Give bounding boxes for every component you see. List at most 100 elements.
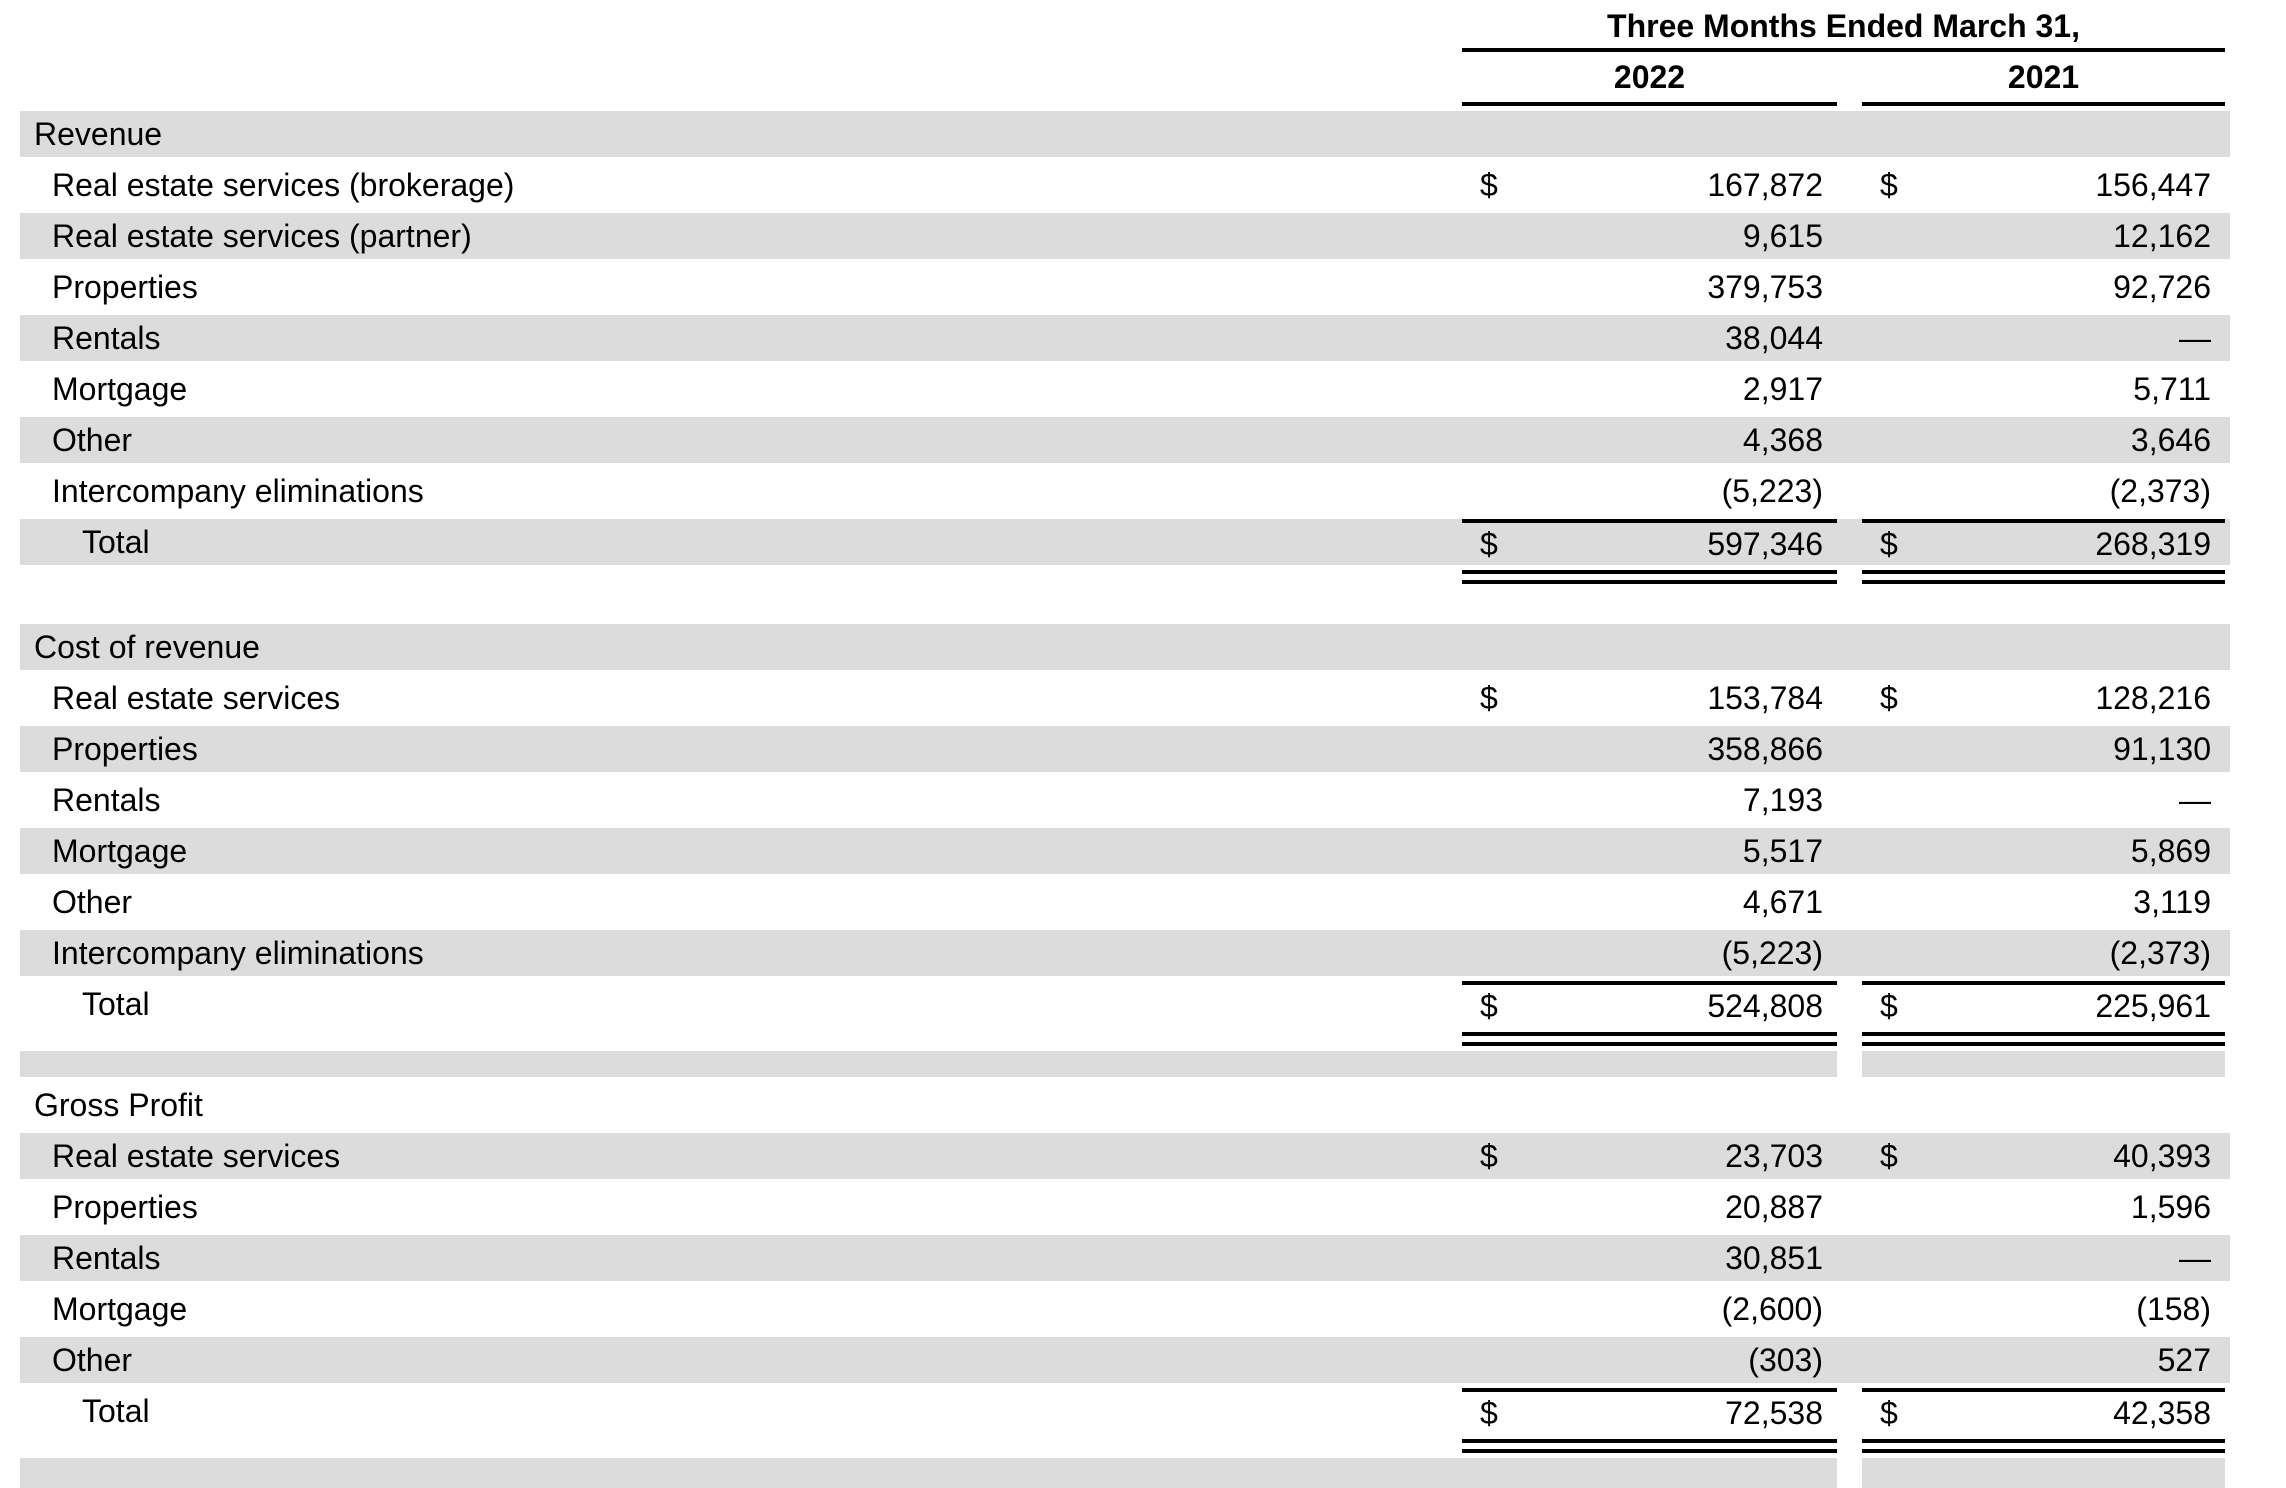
value-number-2021: 91,130 bbox=[2113, 730, 2211, 767]
double-underline bbox=[1862, 570, 2225, 584]
value-number-2021: (158) bbox=[2136, 1290, 2211, 1327]
value-number-2022: 4,671 bbox=[1742, 883, 1823, 920]
value-number-2022: 23,703 bbox=[1725, 1137, 1823, 1174]
table-row: Real estate services $ 153,784 $ 128,216 bbox=[20, 675, 2230, 721]
spacer-cell bbox=[1862, 589, 2225, 619]
column-gap bbox=[1837, 52, 1862, 106]
value-cell-2022 bbox=[1462, 1082, 1837, 1128]
value-cell-2021: 12,162 bbox=[1862, 213, 2225, 259]
value-cell-2021: — bbox=[1862, 1235, 2225, 1281]
value-cell-2022: $ 597,346 bbox=[1462, 519, 1837, 565]
column-gap bbox=[1837, 726, 1862, 772]
rule-spacer-cell bbox=[20, 1439, 1462, 1453]
value-cell-2021: $ 42,358 bbox=[1862, 1388, 2225, 1434]
value-cell-2022: 379,753 bbox=[1462, 264, 1837, 310]
value-cell-2022 bbox=[1462, 111, 1837, 157]
value-number-2022: 5,517 bbox=[1742, 832, 1823, 869]
column-gap bbox=[1837, 1286, 1862, 1332]
value-number-2021: 156,447 bbox=[2095, 166, 2211, 203]
column-gap bbox=[1837, 1439, 1862, 1453]
column-gap bbox=[1837, 315, 1862, 361]
row-label: Total bbox=[82, 985, 150, 1022]
column-gap bbox=[1837, 1032, 1862, 1046]
double-underline bbox=[1862, 1032, 2225, 1046]
column-gap bbox=[1837, 1235, 1862, 1281]
value-number-2022: (5,223) bbox=[1721, 472, 1823, 509]
value-number-2022: (303) bbox=[1748, 1341, 1823, 1378]
column-gap bbox=[1837, 1337, 1862, 1383]
value-number-2022: 38,044 bbox=[1725, 319, 1823, 356]
year-2022-header: 2022 bbox=[1462, 52, 1837, 106]
column-gap bbox=[1837, 777, 1862, 823]
rule-spacer-cell bbox=[20, 570, 1462, 584]
row-label: Properties bbox=[52, 730, 198, 767]
double-underline bbox=[1462, 570, 1837, 584]
value-cell-2021: $ 225,961 bbox=[1862, 981, 2225, 1027]
header-spacer-cell bbox=[20, 52, 1462, 106]
value-cell-2021: (2,373) bbox=[1862, 930, 2225, 976]
double-rule-row bbox=[20, 570, 2230, 584]
value-cell-2022: 358,866 bbox=[1462, 726, 1837, 772]
table-row: Mortgage (2,600) (158) bbox=[20, 1286, 2230, 1332]
column-gap bbox=[1837, 1133, 1862, 1179]
spacer-row bbox=[20, 589, 2230, 619]
value-number-2022: (2,600) bbox=[1721, 1290, 1823, 1327]
value-cell-2021: 3,646 bbox=[1862, 417, 2225, 463]
value-number-2021: — bbox=[2179, 319, 2211, 356]
value-cell-2022 bbox=[1462, 624, 1837, 670]
column-gap bbox=[1837, 468, 1862, 514]
value-number-2021: 268,319 bbox=[2095, 525, 2211, 562]
value-number-2022: 358,866 bbox=[1707, 730, 1823, 767]
table-row: Cost of revenue bbox=[20, 624, 2230, 670]
value-cell-2021 bbox=[1862, 1082, 2225, 1128]
value-cell-2022: $ 167,872 bbox=[1462, 162, 1837, 208]
column-gap bbox=[1837, 1458, 1862, 1488]
row-label: Rentals bbox=[52, 319, 161, 356]
row-label: Mortgage bbox=[52, 832, 188, 869]
dollar-sign: $ bbox=[1480, 679, 1498, 716]
value-cell-2022: 9,615 bbox=[1462, 213, 1837, 259]
table-row: Total $ 524,808 $ 225,961 bbox=[20, 981, 2230, 1027]
column-gap bbox=[1837, 264, 1862, 310]
table-row: Properties 358,866 91,130 bbox=[20, 726, 2230, 772]
value-number-2021: 3,646 bbox=[2130, 421, 2211, 458]
table-row: Other 4,671 3,119 bbox=[20, 879, 2230, 925]
table-row: Rentals 7,193 — bbox=[20, 777, 2230, 823]
value-cell-2022: (5,223) bbox=[1462, 930, 1837, 976]
row-label: Real estate services bbox=[52, 1137, 341, 1174]
value-number-2022: 524,808 bbox=[1707, 987, 1823, 1024]
year-2021-header: 2021 bbox=[1862, 52, 2225, 106]
row-label: Properties bbox=[52, 268, 198, 305]
dollar-sign: $ bbox=[1880, 1394, 1898, 1431]
column-gap bbox=[1837, 675, 1862, 721]
value-number-2022: 20,887 bbox=[1725, 1188, 1823, 1225]
value-cell-2021: 5,869 bbox=[1862, 828, 2225, 874]
column-gap bbox=[1837, 879, 1862, 925]
row-label: Mortgage bbox=[52, 1290, 188, 1327]
row-label: Intercompany eliminations bbox=[52, 472, 424, 509]
value-cell-2021: — bbox=[1862, 315, 2225, 361]
value-cell-2022: $ 524,808 bbox=[1462, 981, 1837, 1027]
dollar-sign: $ bbox=[1880, 679, 1898, 716]
value-cell-2022: $ 153,784 bbox=[1462, 675, 1837, 721]
dollar-sign: $ bbox=[1480, 1137, 1498, 1174]
column-gap bbox=[1837, 828, 1862, 874]
column-gap bbox=[1837, 1082, 1862, 1128]
column-gap bbox=[1837, 213, 1862, 259]
value-cell-2022: $ 72,538 bbox=[1462, 1388, 1837, 1434]
value-cell-2021 bbox=[1862, 111, 2225, 157]
value-number-2022: 2,917 bbox=[1742, 370, 1823, 407]
value-cell-2022: (2,600) bbox=[1462, 1286, 1837, 1332]
table-row: Other 4,368 3,646 bbox=[20, 417, 2230, 463]
column-gap bbox=[1837, 1184, 1862, 1230]
rule-spacer-cell bbox=[20, 1032, 1462, 1046]
value-cell-2021: $ 128,216 bbox=[1862, 675, 2225, 721]
table-body: Revenue Real estate services (brokerage)… bbox=[20, 111, 2230, 1488]
value-number-2021: 92,726 bbox=[2113, 268, 2211, 305]
value-number-2021: 5,869 bbox=[2130, 832, 2211, 869]
dollar-sign: $ bbox=[1880, 1137, 1898, 1174]
table-row: Properties 379,753 92,726 bbox=[20, 264, 2230, 310]
row-label: Cost of revenue bbox=[34, 628, 260, 665]
row-label: Real estate services (partner) bbox=[52, 217, 472, 254]
row-label: Real estate services bbox=[52, 679, 341, 716]
